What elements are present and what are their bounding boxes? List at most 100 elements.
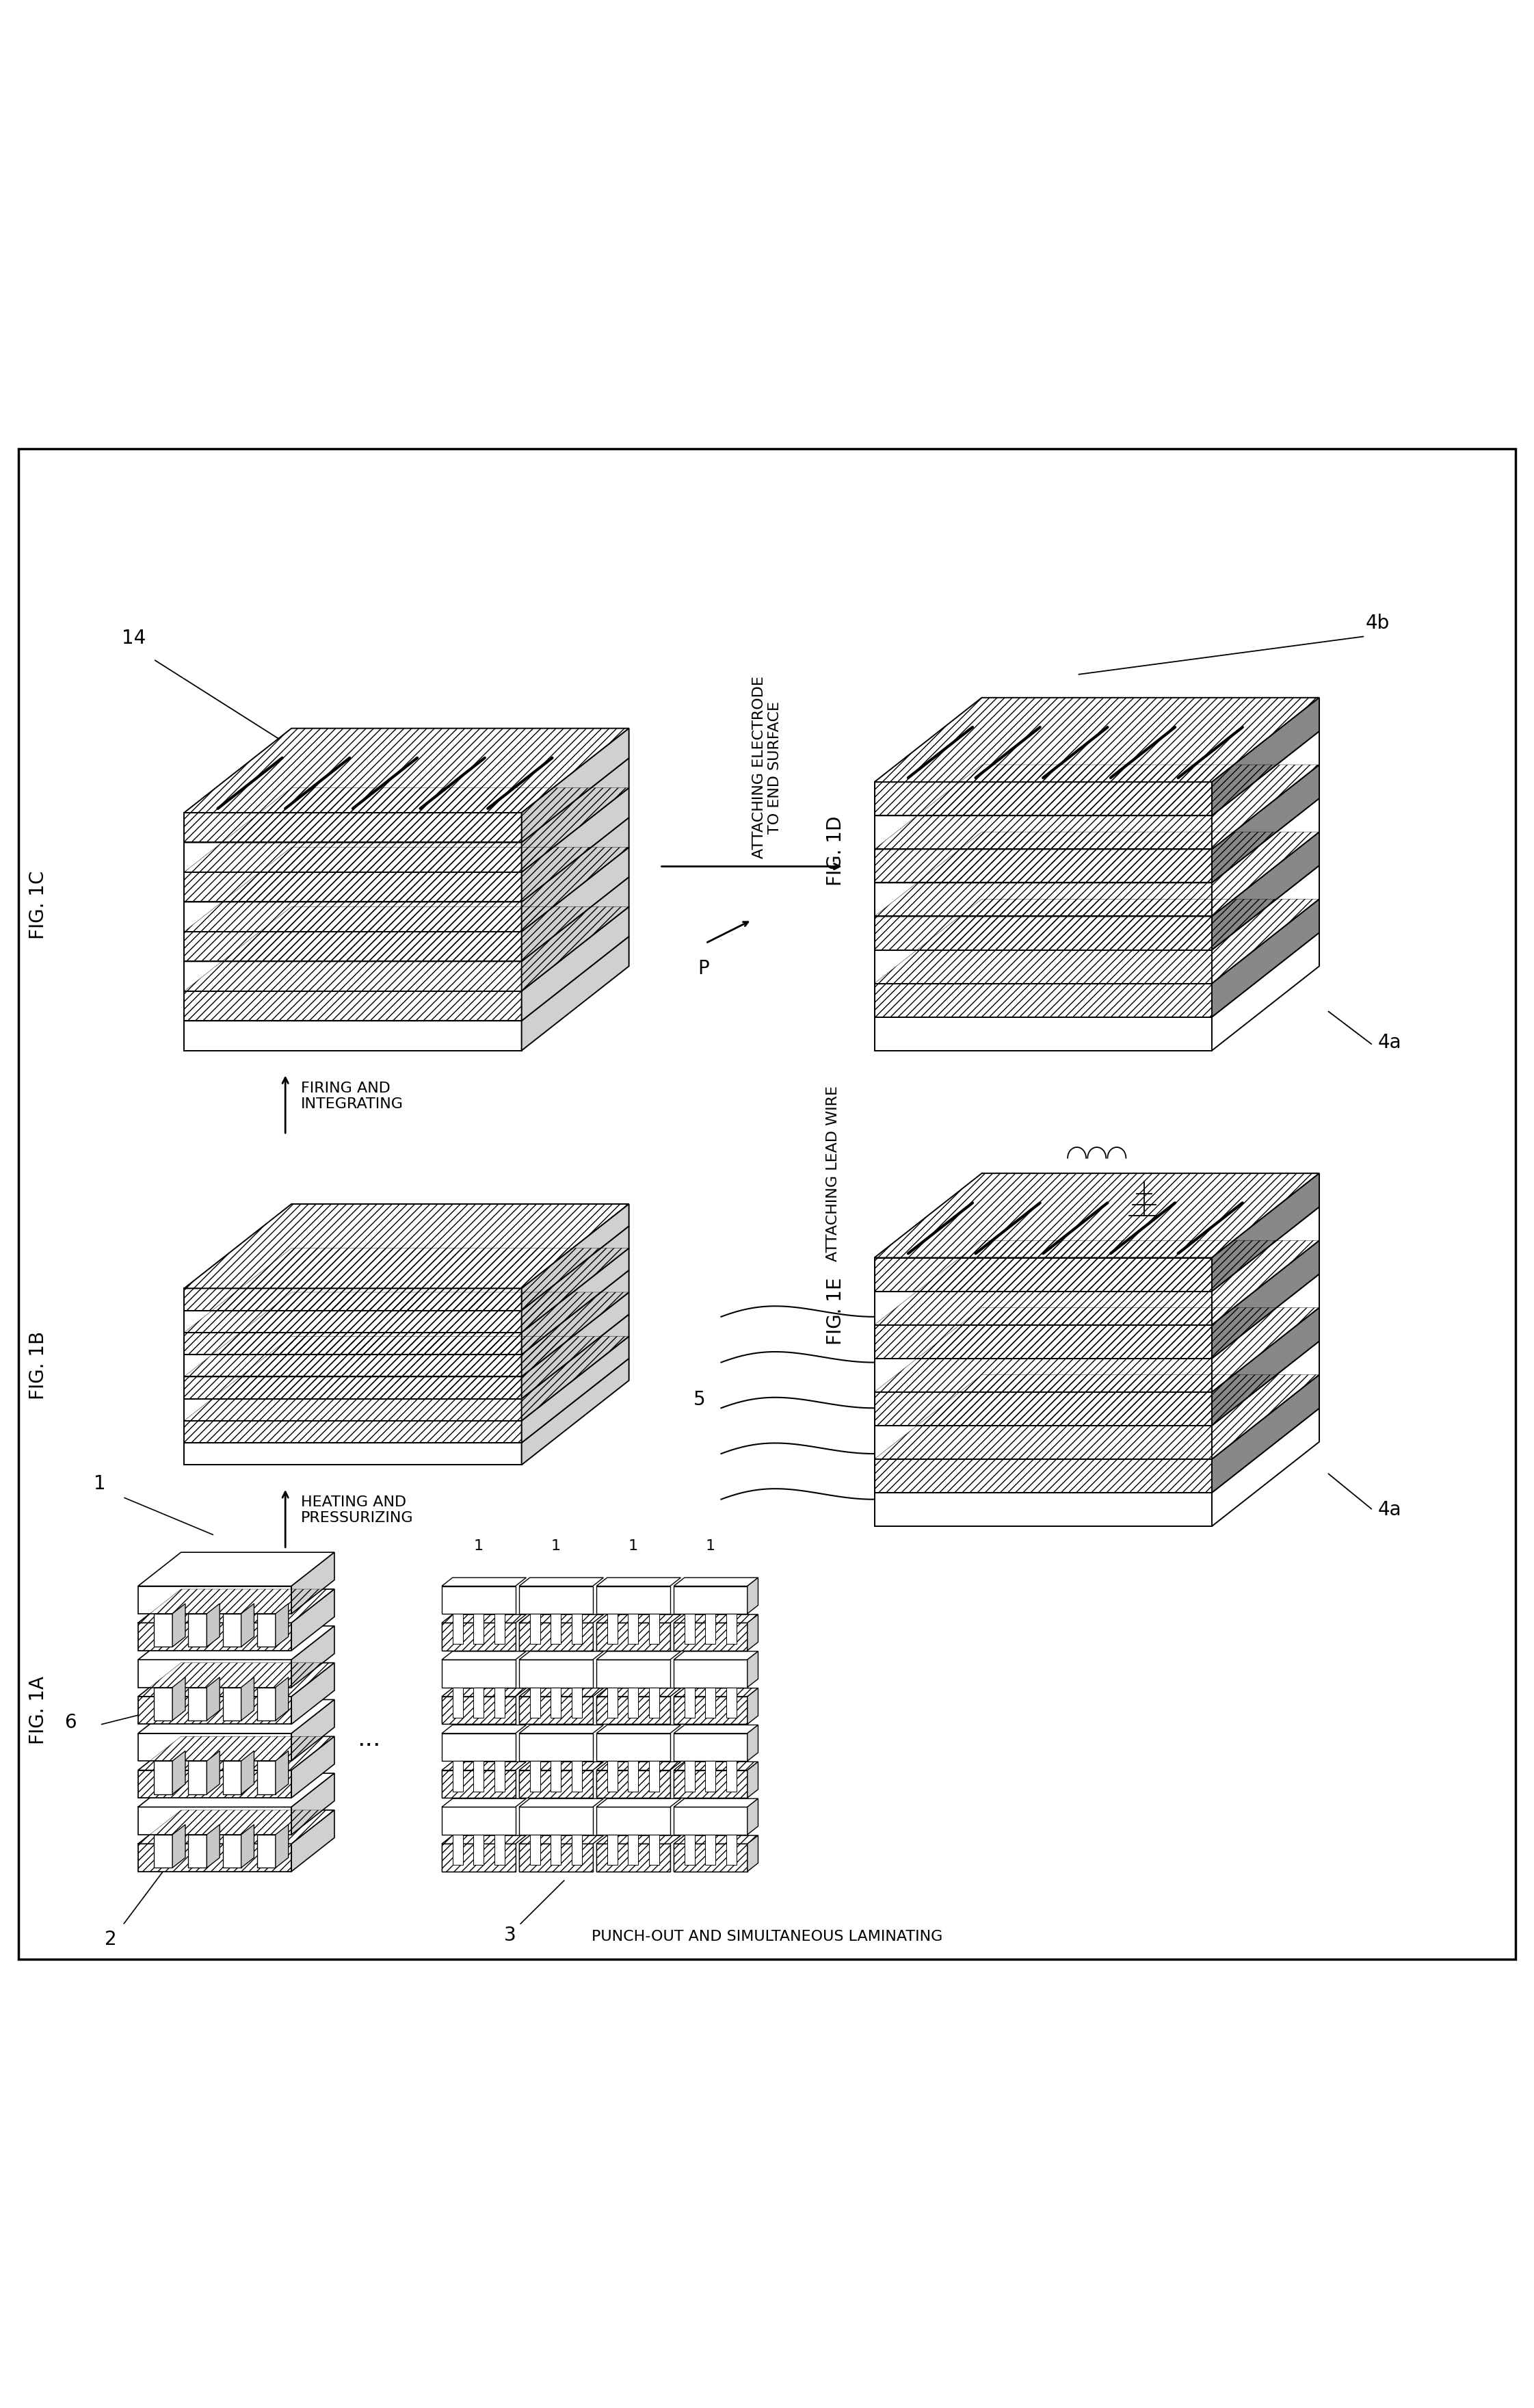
Polygon shape — [522, 937, 629, 1050]
Polygon shape — [241, 1751, 255, 1794]
Polygon shape — [551, 1760, 561, 1792]
Polygon shape — [747, 1763, 758, 1799]
Polygon shape — [442, 1587, 515, 1613]
Polygon shape — [189, 1835, 207, 1869]
Polygon shape — [138, 1734, 291, 1760]
Polygon shape — [649, 1835, 660, 1866]
Polygon shape — [518, 1623, 592, 1649]
Polygon shape — [518, 1806, 592, 1835]
Polygon shape — [597, 1734, 670, 1760]
Polygon shape — [184, 759, 629, 843]
Polygon shape — [727, 1613, 736, 1645]
Polygon shape — [874, 1409, 1319, 1493]
Polygon shape — [597, 1623, 670, 1649]
Polygon shape — [1212, 1341, 1319, 1459]
Polygon shape — [1212, 799, 1319, 917]
Polygon shape — [522, 848, 629, 961]
Polygon shape — [1212, 1308, 1319, 1426]
Polygon shape — [153, 1835, 172, 1869]
Polygon shape — [276, 1825, 288, 1869]
Polygon shape — [138, 1700, 334, 1734]
Polygon shape — [442, 1799, 526, 1806]
Polygon shape — [874, 1173, 1319, 1257]
Polygon shape — [138, 1811, 334, 1845]
Polygon shape — [597, 1835, 681, 1845]
Polygon shape — [572, 1760, 581, 1792]
Polygon shape — [241, 1825, 255, 1869]
Polygon shape — [442, 1763, 526, 1770]
Text: 2: 2 — [104, 1931, 117, 1948]
Polygon shape — [684, 1688, 695, 1717]
Polygon shape — [184, 961, 522, 992]
Polygon shape — [673, 1763, 758, 1770]
Polygon shape — [597, 1698, 670, 1724]
Text: 1: 1 — [94, 1474, 106, 1493]
Polygon shape — [207, 1751, 219, 1794]
Text: 6: 6 — [64, 1712, 77, 1731]
Text: HEATING AND
PRESSURIZING: HEATING AND PRESSURIZING — [301, 1495, 413, 1524]
Polygon shape — [706, 1613, 716, 1645]
Text: ATTACHING LEAD WIRE: ATTACHING LEAD WIRE — [827, 1086, 839, 1262]
Polygon shape — [607, 1835, 617, 1866]
Polygon shape — [522, 1247, 629, 1356]
Polygon shape — [518, 1688, 603, 1698]
Polygon shape — [453, 1760, 463, 1792]
Polygon shape — [874, 698, 1319, 783]
Polygon shape — [727, 1760, 736, 1792]
Polygon shape — [138, 1659, 291, 1688]
Polygon shape — [1212, 732, 1319, 850]
Polygon shape — [138, 1845, 291, 1871]
Polygon shape — [184, 1315, 629, 1399]
Polygon shape — [874, 864, 1319, 949]
Polygon shape — [874, 732, 1319, 816]
Polygon shape — [184, 1269, 629, 1356]
Polygon shape — [673, 1577, 758, 1587]
Polygon shape — [673, 1835, 758, 1845]
Polygon shape — [442, 1659, 515, 1688]
Polygon shape — [1212, 831, 1319, 949]
Polygon shape — [442, 1770, 515, 1799]
Text: ATTACHING ELECTRODE
TO END SURFACE: ATTACHING ELECTRODE TO END SURFACE — [752, 677, 782, 860]
Polygon shape — [874, 783, 1212, 816]
Polygon shape — [522, 1315, 629, 1421]
Polygon shape — [649, 1760, 660, 1792]
Polygon shape — [649, 1613, 660, 1645]
Text: FIG. 1B: FIG. 1B — [29, 1332, 48, 1399]
Polygon shape — [153, 1760, 172, 1794]
Text: 1: 1 — [474, 1539, 483, 1553]
Polygon shape — [258, 1760, 276, 1794]
Polygon shape — [184, 1336, 629, 1421]
Polygon shape — [627, 1613, 638, 1645]
Polygon shape — [184, 1356, 522, 1377]
Polygon shape — [522, 1269, 629, 1377]
Polygon shape — [442, 1835, 526, 1845]
Polygon shape — [874, 1459, 1212, 1493]
Polygon shape — [1212, 864, 1319, 982]
Polygon shape — [172, 1604, 186, 1647]
Polygon shape — [597, 1763, 681, 1770]
Polygon shape — [474, 1835, 483, 1866]
Polygon shape — [597, 1799, 681, 1806]
Polygon shape — [874, 949, 1212, 982]
Polygon shape — [747, 1652, 758, 1688]
Polygon shape — [453, 1613, 463, 1645]
Polygon shape — [258, 1613, 276, 1647]
Polygon shape — [673, 1799, 758, 1806]
Polygon shape — [1212, 1274, 1319, 1392]
Polygon shape — [474, 1760, 483, 1792]
Polygon shape — [597, 1577, 681, 1587]
Polygon shape — [442, 1698, 515, 1724]
Text: ...: ... — [357, 1727, 380, 1751]
Polygon shape — [276, 1751, 288, 1794]
Polygon shape — [522, 877, 629, 992]
Text: FIG. 1C: FIG. 1C — [29, 869, 48, 939]
Polygon shape — [874, 1206, 1319, 1291]
Polygon shape — [153, 1688, 172, 1719]
Polygon shape — [522, 908, 629, 1021]
Polygon shape — [874, 1274, 1319, 1358]
Polygon shape — [442, 1623, 515, 1649]
Polygon shape — [684, 1613, 695, 1645]
Polygon shape — [522, 1358, 629, 1464]
Polygon shape — [189, 1688, 207, 1719]
Polygon shape — [874, 1308, 1319, 1392]
